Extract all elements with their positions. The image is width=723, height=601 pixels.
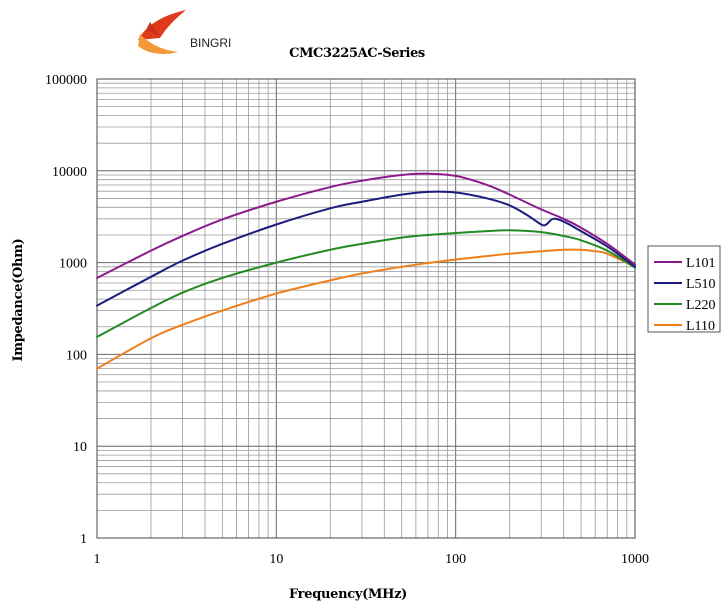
y-tick-label: 100 xyxy=(66,348,87,363)
x-tick-label: 100 xyxy=(445,552,466,567)
x-tick-label: 1000 xyxy=(621,552,649,567)
legend-box xyxy=(647,245,721,333)
logo-text: BINGRI xyxy=(190,36,231,50)
logo-mark-spark xyxy=(146,22,160,36)
series-line-l110 xyxy=(96,248,636,370)
y-axis-label: Impedance(Ohm) xyxy=(11,239,26,362)
y-tick-label: 10 xyxy=(73,440,87,455)
plot-frame xyxy=(96,78,636,539)
series-line-l510 xyxy=(96,190,636,307)
y-tick-label: 1000 xyxy=(59,257,87,272)
x-tick-label: 1 xyxy=(94,552,101,567)
legend-label-l510: L510 xyxy=(686,277,716,292)
tick-labels: 1 10 100 1000 10000 100000 1 10 100 1000 xyxy=(45,73,649,567)
y-tick-label: 10000 xyxy=(52,165,87,180)
logo-mark-upper xyxy=(138,10,186,40)
bingri-logo: BINGRI xyxy=(138,10,231,54)
series-line-l101 xyxy=(96,172,636,279)
legend-label-l101: L101 xyxy=(686,256,716,271)
legend-label-l110: L110 xyxy=(686,319,715,334)
axes xyxy=(96,78,636,539)
logo-mark-lower xyxy=(138,34,178,54)
legend: L101 L510 L220 L110 xyxy=(647,245,721,334)
y-tick-label: 100000 xyxy=(45,73,87,88)
grid xyxy=(96,78,636,539)
legend-label-l220: L220 xyxy=(686,298,716,313)
x-tick-label: 10 xyxy=(269,552,283,567)
series-line-l220 xyxy=(96,229,636,338)
y-tick-label: 1 xyxy=(80,532,87,547)
chart-title: CMC3225AC-Series xyxy=(289,46,425,61)
x-axis-label: Frequency(MHz) xyxy=(289,587,407,601)
series-lines xyxy=(96,172,636,370)
